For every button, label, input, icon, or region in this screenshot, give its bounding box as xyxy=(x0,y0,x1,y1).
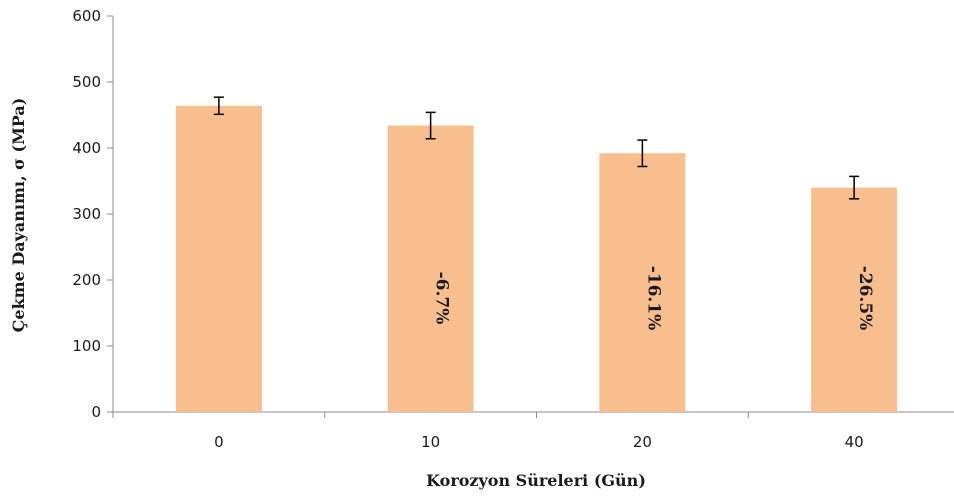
x-tick-label: 20 xyxy=(633,433,652,451)
y-axis: 0 100 200 300 400 500 600 xyxy=(72,7,114,421)
y-tick-label: 100 xyxy=(72,337,101,355)
bar xyxy=(599,153,686,412)
x-tick-label: 10 xyxy=(421,433,440,451)
bars xyxy=(175,105,898,412)
y-tick-label: 500 xyxy=(72,73,101,91)
error-bar xyxy=(637,139,648,168)
x-axis-title: Korozyon Süreleri (Gün) xyxy=(426,471,646,490)
error-bar xyxy=(425,111,436,140)
bar-value-label: -6.7% xyxy=(432,272,452,325)
x-axis: 0 10 20 40 xyxy=(112,411,954,451)
x-tick-label: 40 xyxy=(845,433,864,451)
bar xyxy=(175,105,262,412)
error-bar xyxy=(849,175,860,200)
error-bars xyxy=(213,96,860,200)
y-tick-label: 400 xyxy=(72,139,101,157)
bar-value-label: -26.5% xyxy=(855,266,875,331)
bar-labels: -6.7% -16.1% -26.5% xyxy=(432,266,876,331)
y-tick-label: 300 xyxy=(72,205,101,223)
y-tick-label: 600 xyxy=(72,7,101,25)
bar-value-label: -16.1% xyxy=(643,266,663,331)
x-tick-label: 0 xyxy=(214,433,224,451)
y-tick-label: 0 xyxy=(91,403,101,421)
error-bar xyxy=(213,96,224,116)
bar xyxy=(811,187,898,412)
bar xyxy=(387,125,474,412)
y-axis-title: Çekme Dayanımı, σ (MPa) xyxy=(9,98,28,333)
y-tick-label: 200 xyxy=(72,271,101,289)
